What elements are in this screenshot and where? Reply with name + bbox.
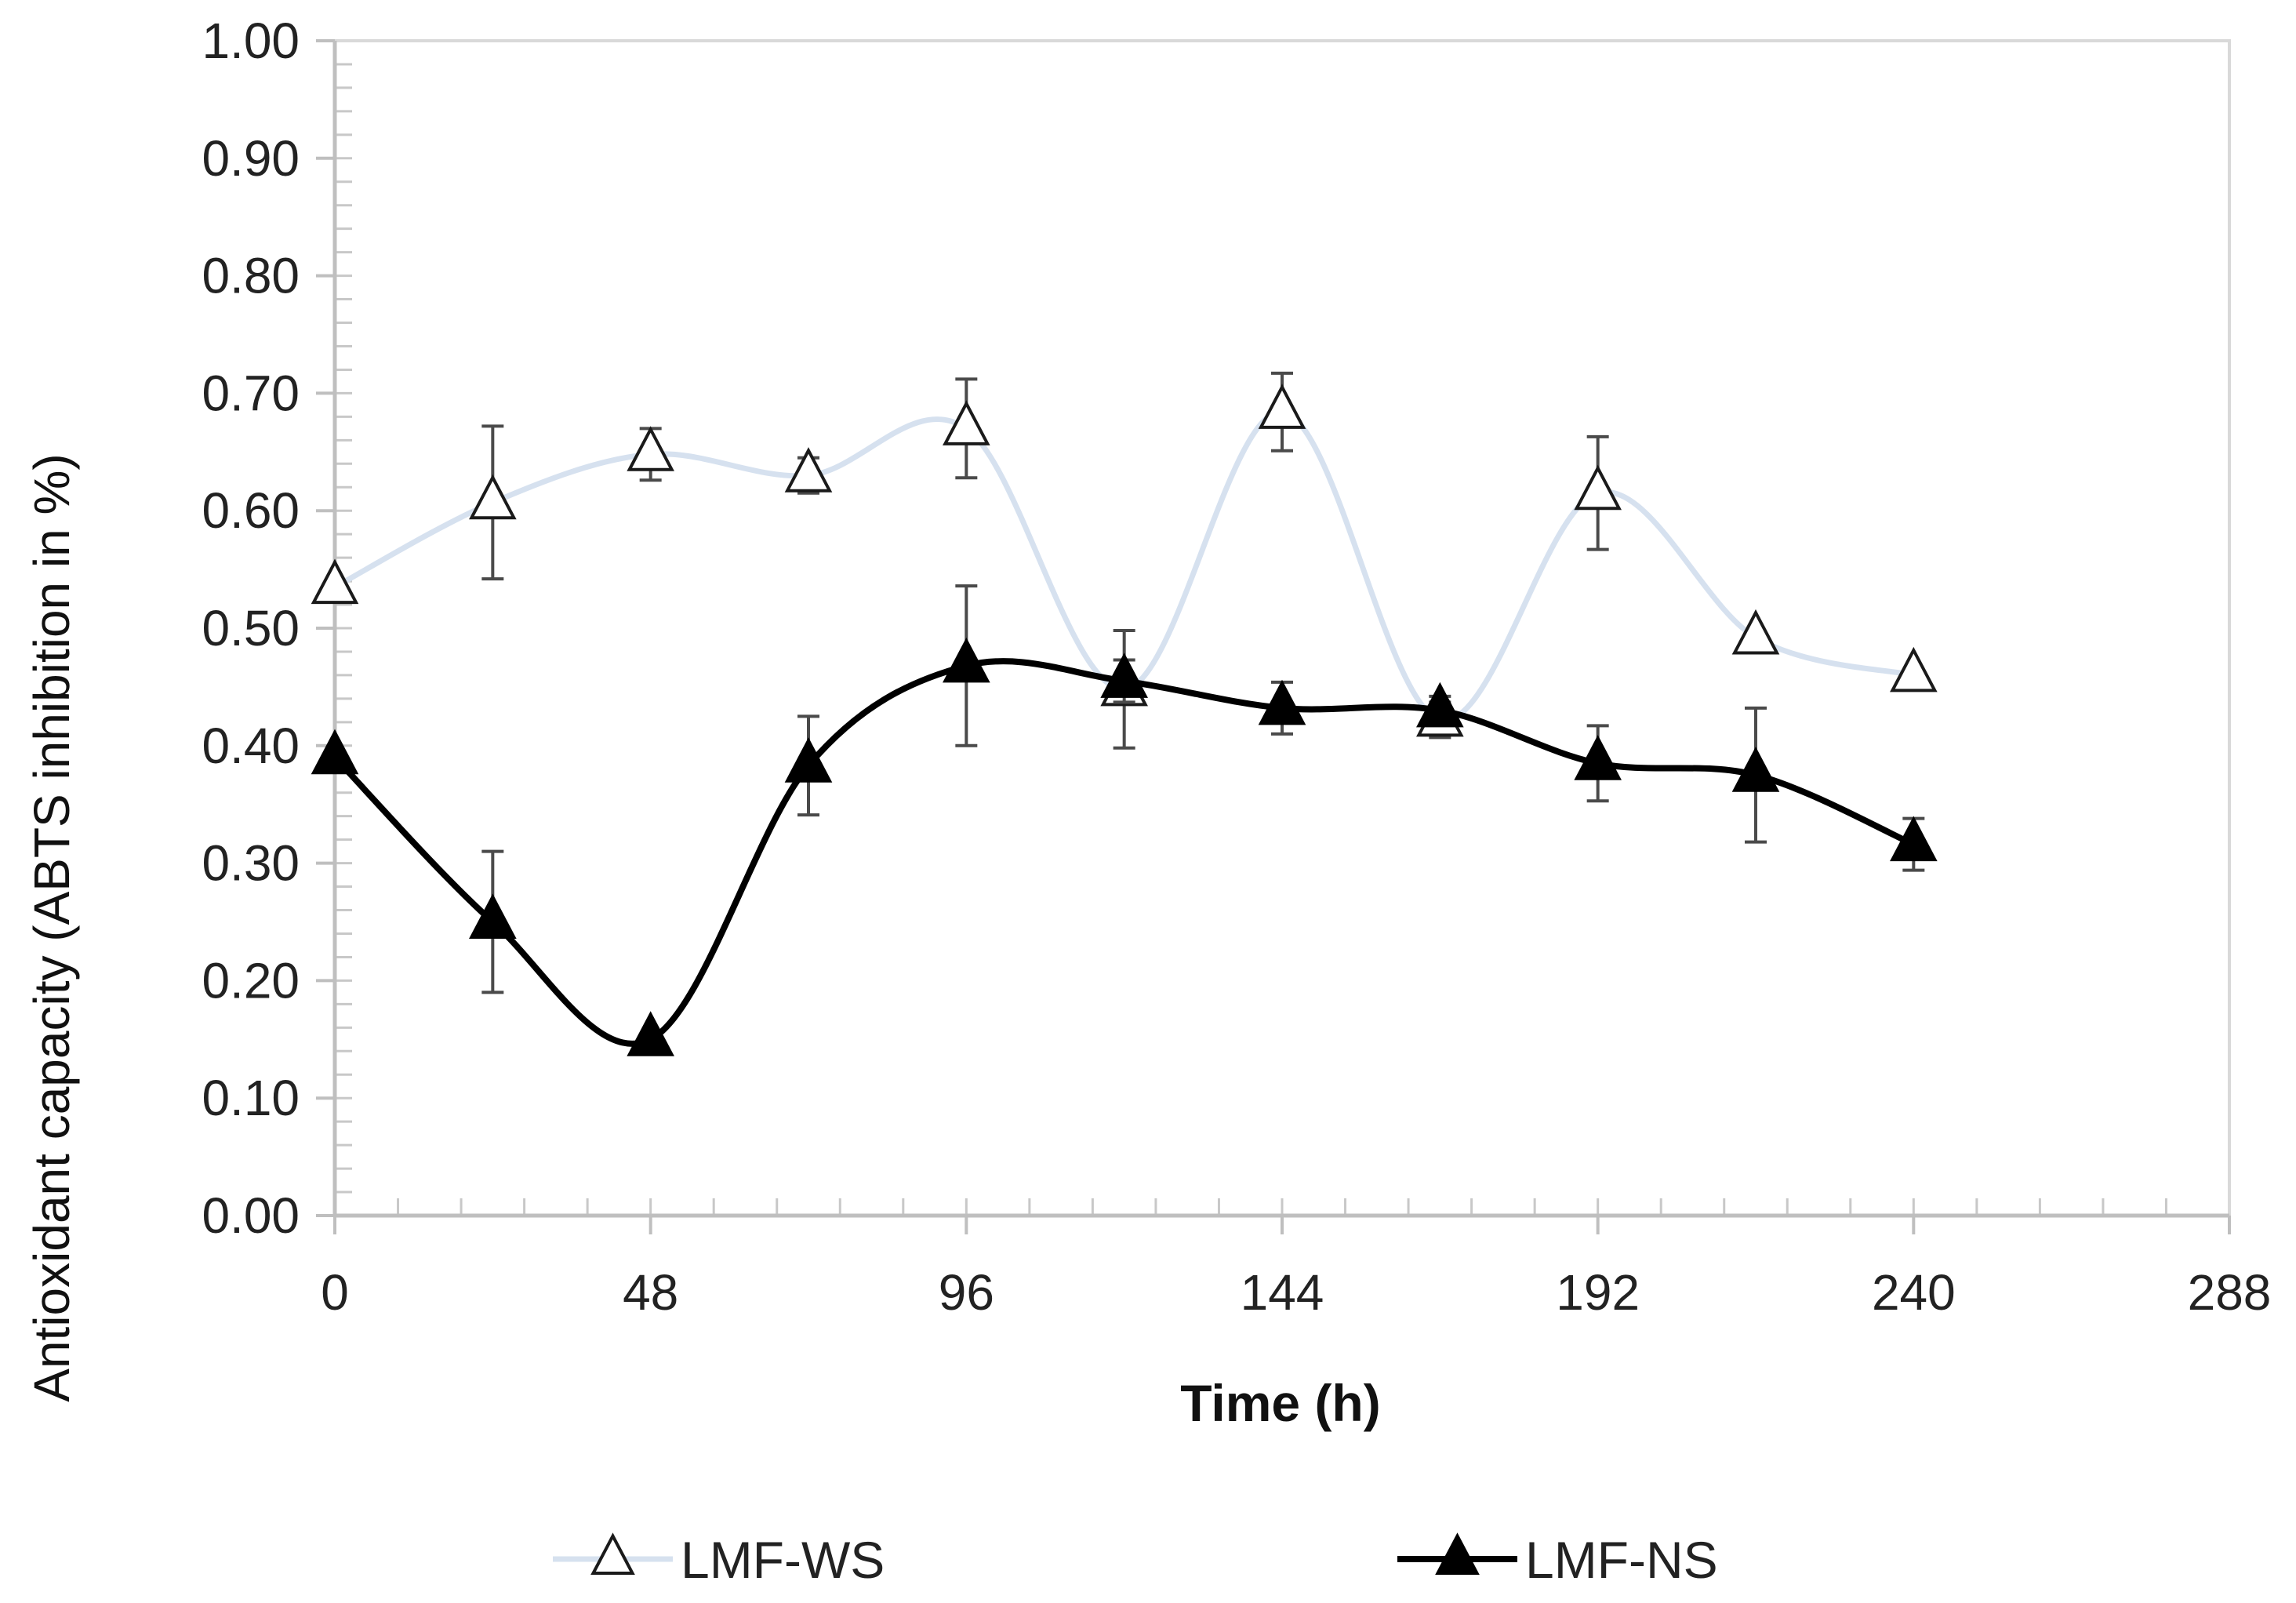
x-tick-label: 240: [1872, 1264, 1956, 1321]
y-tick-label: 0.10: [202, 1070, 300, 1126]
data-point-lmf-ns: [1258, 679, 1306, 725]
y-tick-label: 0.70: [202, 365, 300, 421]
data-point-lmf-ws: [943, 400, 990, 445]
legend-item-lmf-ws: LMF-WS: [553, 1531, 885, 1589]
y-axis-ticks: 0.00 0.10 0.20 0.30 0.40 0.50 0.60 0.70 0.80 0.90…: [202, 13, 335, 1244]
data-point-lmf-ns: [1574, 735, 1622, 780]
legend-label: LMF-NS: [1525, 1531, 1718, 1589]
y-tick-label: 1.00: [202, 13, 300, 69]
data-point-lmf-ns: [311, 729, 359, 775]
x-tick-label: 288: [2188, 1264, 2272, 1321]
x-tick-label: 96: [939, 1264, 994, 1321]
y-tick-label: 0.60: [202, 482, 300, 539]
data-point-lmf-ns: [784, 737, 833, 783]
x-axis-title: Time (h): [1180, 1374, 1380, 1432]
x-tick-label: 0: [321, 1264, 349, 1321]
series-layer: [311, 371, 1938, 1056]
data-point-lmf-ws: [1890, 646, 1938, 692]
data-point-lmf-ws: [1258, 383, 1306, 429]
data-point-lmf-ws: [627, 426, 674, 471]
data-point-lmf-ws: [1574, 464, 1622, 511]
minor-ticks: [333, 39, 2231, 1217]
data-point-lmf-ns: [1731, 747, 1780, 792]
legend-label: LMF-WS: [681, 1531, 885, 1589]
y-tick-label: 0.80: [202, 248, 300, 304]
data-point-lmf-ns: [1890, 816, 1938, 862]
y-tick-label: 0.00: [202, 1187, 300, 1244]
y-tick-label: 0.50: [202, 600, 300, 656]
data-point-lmf-ws: [311, 558, 359, 605]
x-tick-label: 48: [623, 1264, 678, 1321]
legend-marker: [1435, 1532, 1480, 1576]
legend: LMF-WS LMF-NS: [553, 1531, 1718, 1589]
data-point-lmf-ns: [469, 893, 517, 939]
data-point-lmf-ns: [1100, 652, 1148, 698]
x-tick-label: 144: [1241, 1264, 1324, 1321]
series-line-lmf-ns: [332, 658, 1915, 1047]
data-point-lmf-ws: [1731, 609, 1780, 655]
y-tick-label: 0.20: [202, 952, 300, 1009]
series-lmf-ns: [311, 584, 1938, 1056]
y-tick-label: 0.40: [202, 718, 300, 774]
data-point-lmf-ns: [1416, 682, 1464, 728]
x-tick-label: 192: [1556, 1264, 1640, 1321]
y-tick-label: 0.90: [202, 130, 300, 187]
legend-item-lmf-ns: LMF-NS: [1397, 1531, 1718, 1589]
legend-marker: [590, 1532, 635, 1576]
x-axis-ticks: 0 48 96 144 192 240 288: [321, 1216, 2271, 1321]
data-point-lmf-ws: [784, 447, 833, 493]
data-point-lmf-ws: [469, 474, 517, 520]
y-tick-label: 0.30: [202, 835, 300, 892]
data-point-lmf-ns: [627, 1011, 674, 1056]
data-point-lmf-ns: [943, 637, 990, 683]
y-axis-title: Antioxidant capacity (ABTS inhibition in…: [24, 453, 80, 1401]
